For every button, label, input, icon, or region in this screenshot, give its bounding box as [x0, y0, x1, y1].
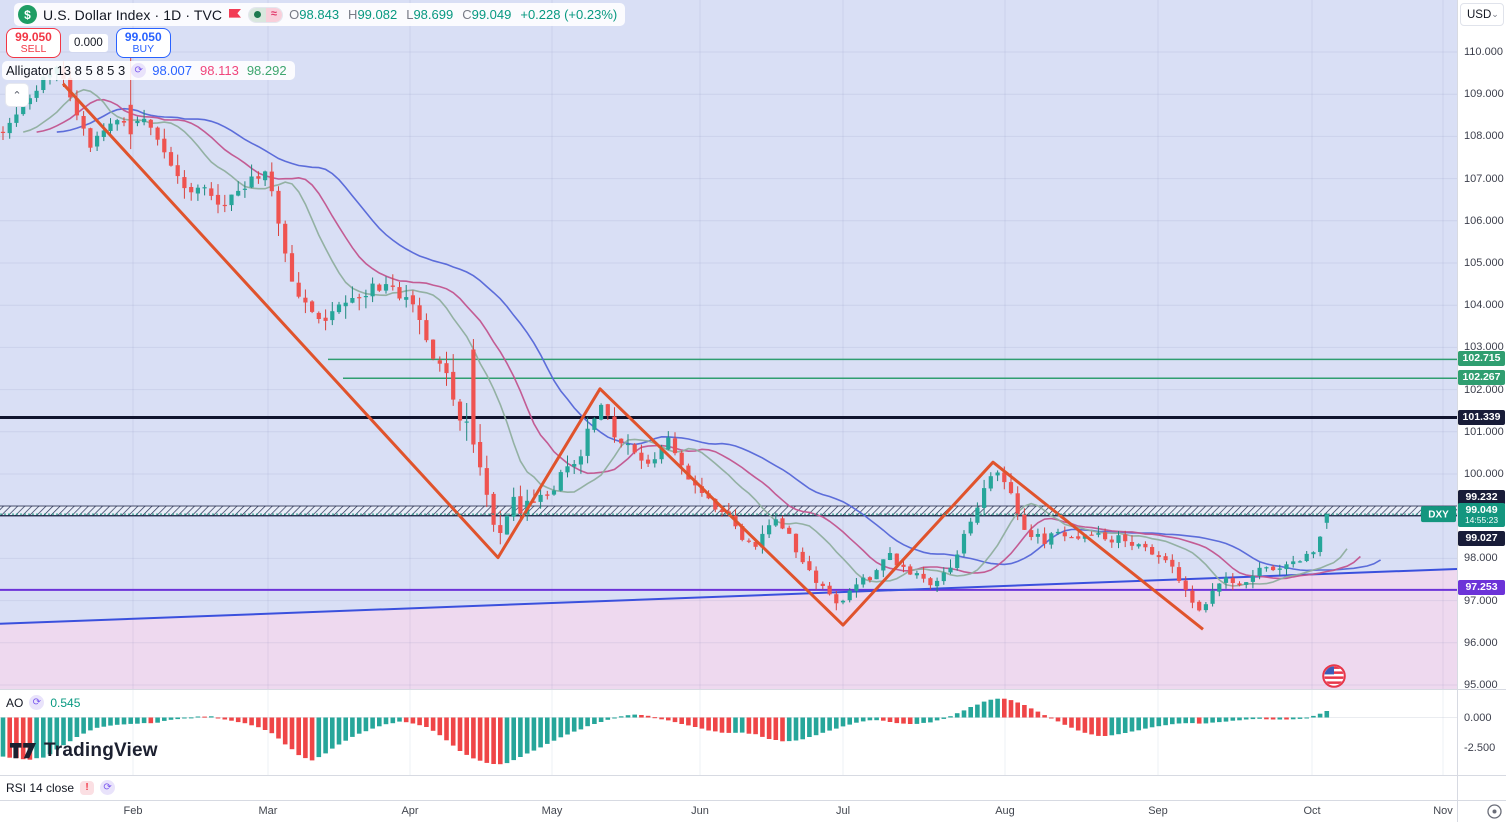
month-label: Oct [1303, 805, 1321, 817]
price-tick: 98.000 [1464, 552, 1498, 564]
alligator-jaw-value: 98.007 [152, 62, 193, 78]
tradingview-watermark: TradingView [10, 740, 158, 762]
trading-toggle-pill[interactable]: ≈ [248, 6, 284, 23]
month-label: Nov [1433, 805, 1453, 817]
price-tick: 102.000 [1464, 384, 1504, 396]
alligator-teeth-line [36, 98, 1361, 580]
month-label: Apr [401, 805, 419, 817]
alligator-legend[interactable]: Alligator 13 8 5 8 5 3 ⟳ 98.007 98.113 9… [2, 60, 295, 80]
month-label: Jun [691, 805, 709, 817]
month-label: Sep [1148, 805, 1168, 817]
ao-indicator-pane[interactable]: AO ⟳ 0.545 [0, 689, 1457, 775]
below-trendline-fill [0, 568, 1457, 689]
chevron-down-icon: ⌄ [1491, 9, 1499, 19]
ascending-trendline [0, 567, 1457, 625]
svg-text:DXY: DXY [1428, 510, 1449, 521]
refresh-icon[interactable]: ⟳ [100, 780, 116, 795]
price-tick: 109.000 [1464, 88, 1504, 100]
price-level-tag: 102.267 [1458, 369, 1505, 385]
flag-icon[interactable] [228, 8, 242, 21]
ao-legend[interactable]: AO ⟳ 0.545 [0, 693, 87, 712]
month-label: May [541, 805, 563, 817]
ao-title: AO [6, 695, 24, 710]
price-level-tag: 99.027 [1458, 530, 1505, 546]
tradingview-logo-icon [10, 743, 37, 759]
current-price-tag: 99.049 14:55:23 [1458, 503, 1505, 527]
alligator-title: Alligator 13 8 5 8 5 3 [6, 62, 126, 78]
ao-histogram-canvas[interactable] [0, 689, 1457, 775]
currency-dropdown[interactable]: USD ⌄ [1460, 3, 1504, 26]
sell-button[interactable]: 99.050 SELL [6, 28, 61, 58]
legend-collapse-button[interactable]: ⌃ [6, 84, 28, 106]
toggle-approx-icon: ≈ [265, 7, 283, 22]
bar-countdown: 14:55:23 [1464, 515, 1499, 525]
alligator-values: 98.007 98.113 98.292 [152, 63, 286, 78]
price-tick: 97.000 [1464, 595, 1498, 607]
symbol-legend[interactable]: $ U.S. Dollar Index · 1D · TVC ≈ O98.843… [14, 3, 626, 26]
price-tick: 100.000 [1464, 468, 1504, 480]
alligator-teeth-value: 98.113 [200, 62, 239, 78]
ao-histogram-series [0, 698, 1330, 765]
axis-border [1457, 0, 1458, 822]
change-value: +0.228 (+0.23%) [520, 7, 618, 22]
buy-button[interactable]: 99.050 BUY [115, 28, 171, 58]
toggle-dot-icon [253, 11, 261, 18]
ao-value: 0.545 [50, 695, 81, 710]
price-chart-canvas[interactable]: DXY [0, 0, 1457, 689]
price-tick: 103.000 [1464, 341, 1504, 353]
month-label: Aug [995, 805, 1015, 817]
price-pane[interactable]: DXY $ U.S. Dollar Index · 1D · TVC ≈ O98… [0, 0, 1457, 761]
spread-value: 0.000 [69, 34, 108, 52]
go-to-date-icon[interactable] [1486, 803, 1503, 820]
alligator-lips-value: 98.292 [246, 62, 287, 78]
warning-icon[interactable]: ! [80, 780, 95, 795]
refresh-icon[interactable]: ⟳ [29, 695, 45, 710]
price-tick: 106.000 [1464, 215, 1504, 227]
rsi-title: RSI 14 close [6, 780, 75, 795]
candlestick-series [0, 43, 1329, 613]
time-axis[interactable]: Feb Mar Apr May Jun Jul Aug Sep Oct Nov [0, 800, 1506, 822]
zigzag-drawing [61, 82, 1204, 631]
currency-label: USD [1467, 8, 1492, 21]
price-tick: 0.000 [1464, 712, 1492, 724]
axis-separator [0, 800, 1506, 801]
price-axis[interactable]: USD ⌄ 110.000 109.000 108.000 107.000 106.00… [1457, 0, 1506, 822]
price-tick: 110.000 [1464, 46, 1503, 58]
symbol-logo-icon: $ [18, 5, 37, 24]
alligator-jaw-line [56, 107, 1382, 572]
price-tick: -2.500 [1464, 742, 1496, 754]
price-tick: 107.000 [1464, 173, 1504, 185]
price-tick: 104.000 [1464, 299, 1504, 311]
trade-widget: 99.050 SELL 0.000 99.050 BUY [6, 28, 171, 58]
price-level-tag: 101.339 [1458, 409, 1505, 425]
price-level-tag: 102.715 [1458, 350, 1505, 366]
price-level-tag: 99.232 [1458, 489, 1505, 505]
rsi-indicator-pane[interactable]: RSI 14 close ! ⟳ [0, 775, 1457, 800]
refresh-icon[interactable]: ⟳ [131, 62, 147, 78]
month-label: Jul [835, 805, 851, 817]
price-level-tag: 97.253 [1458, 579, 1505, 595]
month-label: Mar [258, 805, 278, 817]
price-tick: 96.000 [1464, 637, 1498, 649]
price-tick: 95.000 [1464, 679, 1498, 691]
month-label: Feb [123, 805, 143, 817]
price-tick: 101.000 [1464, 426, 1504, 438]
price-tick: 108.000 [1464, 130, 1504, 142]
ohlc-values: O98.843 H99.082 L98.699 C99.049 +0.228 (… [289, 7, 618, 22]
us-flag-event-icon [1322, 664, 1346, 688]
rsi-legend[interactable]: RSI 14 close ! ⟳ [0, 778, 122, 797]
watermark-text: TradingView [44, 740, 158, 761]
dxy-price-flag: DXY [1421, 506, 1456, 523]
symbol-title: U.S. Dollar Index · 1D · TVC [43, 6, 223, 23]
price-tick: 105.000 [1464, 257, 1504, 269]
pane-separator[interactable] [0, 689, 1506, 690]
pane-separator[interactable] [0, 775, 1506, 776]
